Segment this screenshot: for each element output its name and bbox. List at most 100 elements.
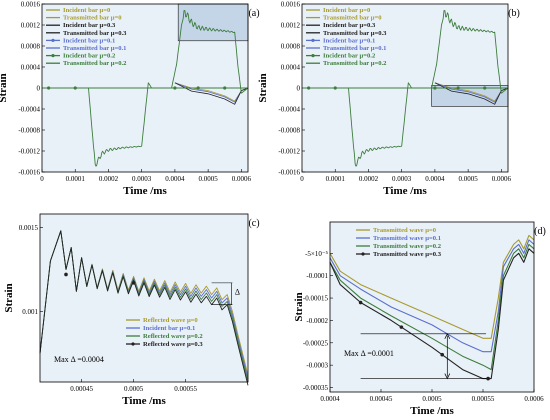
legend-label: Reflected wave μ=0.2 [143,333,203,340]
x-tick-label: 0.0006 [524,395,544,403]
legend-label: Transmitted wave μ=0.3 [373,251,442,258]
x-tick-label: 0.0004 [165,175,185,183]
legend-label: Transmitted bar μ=0.2 [63,60,127,67]
legend-label: Incident bar μ=0.2 [323,53,376,60]
legend-marker [311,38,315,43]
x-tick-label: 0.0006 [492,175,512,183]
y-axis-label: Strain [257,73,269,102]
data-marker [358,300,363,305]
arrow-head [444,333,451,339]
y-tick-label: -0.00035 [303,384,329,392]
x-tick-label: 0.0006 [232,175,252,183]
y-tick-label: 0.0012 [281,22,301,30]
x-tick-label: 0.0003 [132,175,152,183]
series-line [329,234,535,339]
y-tick-label: -0.0016 [278,169,300,177]
data-marker [440,352,445,357]
data-marker [433,86,437,90]
legend-marker [311,54,315,58]
plot-frame [301,3,509,173]
data-marker [456,86,460,90]
y-tick-label: 0.0012 [21,22,41,30]
y-tick-label: -0.0016 [18,169,40,177]
legend-marker [131,342,135,346]
zoom-box [431,85,509,107]
y-tick-label: -0.0008 [278,127,300,135]
data-marker [73,86,77,90]
legend-label: Incident bar μ=0.1 [323,37,375,44]
y-tick-label: 0.0008 [281,43,301,51]
panel-tag: (c) [248,218,259,229]
legend-label: Incident bar μ=0 [63,7,111,14]
y-tick-label: -0.0008 [18,127,40,135]
plot-frame [329,221,535,393]
panel-c: 0.00045 0.0005 0.00055 0.001 0.0015 Time /ms S… [3,213,260,407]
y-tick-label: -0.0003 [306,362,328,370]
y-axis-label: Strain [3,283,15,312]
legend-marker [51,54,55,58]
data-marker [486,376,490,381]
data-marker [333,86,337,90]
arrow-head [444,373,451,380]
data-marker [64,272,68,277]
legend-label: Transmitted wave μ=0 [373,227,437,234]
plot-frame [41,3,249,173]
legend-label: Transmitted bar μ=0 [63,15,122,22]
legend-label: Transmitted bar μ=0.1 [323,45,386,52]
y-tick-label: -0.0012 [278,148,300,156]
y-tick-label: 0.0016 [281,1,301,9]
x-tick-label: 0.00055 [174,385,197,393]
x-tick-label: 0.0003 [392,175,412,183]
panel-d: 0.0004 0.00045 0.0005 0.00055 0.0006 -5×10⁻⁵ -… [293,221,546,417]
y-tick-label: 0.0004 [281,64,301,72]
y-tick-label: 0 [297,85,301,93]
legend-label: Transmitted bar μ=0.2 [323,60,387,67]
x-axis-label: Time /ms [123,185,167,197]
x-tick-label: 0.0005 [124,385,144,393]
y-tick-label: -0.0004 [18,106,40,114]
y-tick-label: 0.0015 [19,224,39,232]
y-tick-label: -0.00015 [303,295,329,303]
data-marker [131,281,136,285]
panel-tag: (b) [508,8,520,19]
legend-marker [361,252,365,256]
max-delta-annotation: Max Δ =0.0004 [54,355,104,364]
y-tick-label: 0.0004 [21,64,41,72]
y-tick-label: -0.00025 [303,339,329,347]
x-tick-label: 0 [300,175,304,183]
series-line [329,243,535,371]
panel-tag: (d) [534,226,546,237]
panel-b: 0 0.0001 0.0002 0.0003 0.0004 0.0005 0.0006 -0.… [257,1,520,198]
legend-label: Reflected wave μ=0 [143,317,198,324]
y-tick-label: 0.001 [22,308,38,316]
max-delta-annotation: Max Δ =0.0001 [344,349,394,358]
x-axis-label: Time /ms [383,185,427,197]
legend-label: Incident bar μ=0.3 [323,22,376,29]
legend-label: Incident bar μ=0.1 [143,325,195,332]
delta-label: Δ [235,288,240,297]
data-marker [47,86,51,90]
series-line [329,248,535,380]
x-axis-label: Time /ms [122,395,166,407]
legend-label: Transmitted bar μ=0.3 [323,30,387,37]
data-marker [483,86,487,90]
panel-tag: (a) [248,8,259,19]
panel-a: 0 0.0001 0.0002 0.0003 0.0004 0.0005 0.0006 -0.… [0,1,260,198]
x-tick-label: 0 [40,175,44,183]
legend-marker [51,38,55,43]
legend-label: Reflected wave μ=0.3 [143,341,203,348]
zoom-box [177,3,249,42]
series-line [329,239,535,353]
plot-frame [39,213,249,383]
x-tick-label: 0.00045 [70,385,93,393]
y-tick-label: 0 [37,85,41,93]
legend-label: Transmitted bar μ=0.1 [63,45,126,52]
plot-area [40,214,248,382]
data-marker [223,86,227,90]
legend-label: Transmitted wave μ=0.1 [373,235,441,242]
y-tick-label: -0.0002 [306,317,328,325]
legend-label: Transmitted bar μ=0 [323,15,382,22]
legend-label: Transmitted bar μ=0.3 [63,30,127,37]
y-tick-label: -0.0012 [18,148,40,156]
